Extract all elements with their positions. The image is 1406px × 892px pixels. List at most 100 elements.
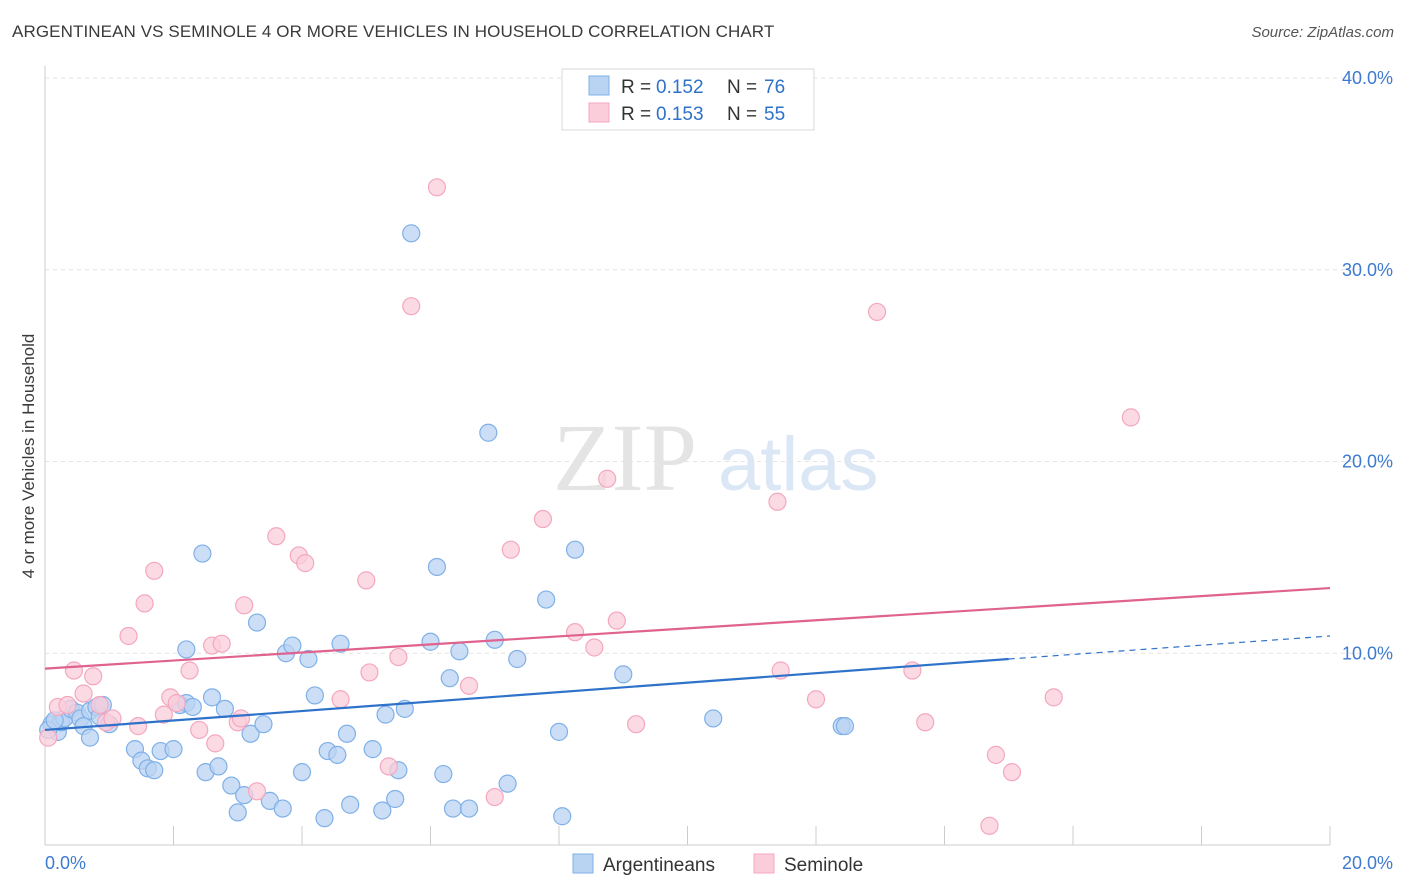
seminole-point — [129, 717, 148, 736]
seminole-point — [1121, 408, 1140, 427]
argentineans-point — [183, 697, 202, 717]
argentineans-point — [241, 724, 260, 743]
legend-swatch-seminole — [588, 102, 610, 123]
legend-r-value: 0.153 — [656, 104, 704, 125]
seminole-point — [379, 757, 398, 776]
argentineans-point — [402, 224, 421, 243]
y-axis-label: 4 or more Vehicles in Household — [19, 334, 38, 579]
seminole-point — [247, 782, 267, 801]
seminole-point — [607, 611, 626, 630]
argentineans-point — [283, 636, 302, 655]
seminole-point — [331, 690, 350, 709]
seminole-point — [360, 663, 379, 682]
seminole-point — [84, 667, 103, 686]
y-tick-label: 20.0% — [1342, 452, 1393, 472]
watermark-zip: ZIP — [553, 404, 697, 511]
legend-n-label: N = — [727, 104, 757, 125]
argentineans-point — [549, 722, 569, 741]
seminole-point — [212, 634, 231, 653]
seminole-point — [533, 509, 553, 529]
argentineans-point — [373, 801, 392, 820]
argentineans-point — [292, 763, 312, 782]
argentineans-point — [315, 809, 334, 828]
argentineans-point — [440, 669, 459, 688]
argentineans-point — [479, 423, 498, 442]
seminole-point — [986, 745, 1006, 764]
legend-r-label: R = — [621, 77, 651, 98]
argentineans-point — [835, 717, 855, 736]
argentineans-point — [450, 642, 469, 661]
argentineans-point — [177, 640, 196, 659]
axes — [44, 66, 1331, 846]
seminole-point — [154, 705, 173, 724]
trend-lines — [44, 586, 1331, 732]
argentineans-point — [427, 557, 447, 577]
seminole-point — [74, 684, 93, 703]
seminole-point — [90, 695, 109, 715]
argentineans-point — [553, 807, 572, 826]
y-tick-labels: 10.0% 20.0% 30.0% 40.0% — [1342, 68, 1393, 663]
argentineans-point — [421, 632, 440, 651]
seminole-point — [167, 694, 186, 713]
data-points — [39, 178, 1140, 835]
seminole-point — [768, 492, 787, 511]
seminole-point — [1044, 688, 1063, 707]
seminole-point — [916, 713, 935, 732]
seminole-point — [135, 594, 154, 613]
seminole-point — [119, 626, 138, 646]
grid-lines — [45, 77, 1365, 654]
legend-n-value: 76 — [764, 77, 785, 98]
seminole-point — [867, 302, 887, 322]
seminole-point — [806, 690, 826, 709]
argentineans-trend-extension — [1008, 635, 1331, 660]
argentineans-point — [228, 803, 247, 822]
bottom-legend-swatch-seminole — [753, 853, 775, 874]
seminole-point — [427, 178, 447, 197]
argentineans-point — [363, 740, 382, 759]
legend-n-label: N = — [727, 77, 757, 98]
seminole-point — [501, 540, 520, 559]
argentineans-point — [498, 774, 517, 793]
seminole-point — [565, 623, 585, 642]
y-tick-label: 10.0% — [1342, 643, 1393, 663]
argentineans-point — [386, 789, 405, 809]
bottom-legend-label-seminole: Seminole — [784, 855, 863, 876]
seminole-point — [296, 554, 315, 573]
seminole-point — [235, 596, 254, 615]
bottom-legend-swatch-argentineans — [572, 853, 594, 874]
argentineans-point — [254, 715, 273, 734]
argentineans-point — [145, 761, 164, 780]
seminole-point — [980, 816, 999, 835]
x-tick-label: 0.0% — [45, 853, 86, 873]
argentineans-point — [376, 705, 395, 724]
seminole-point — [485, 787, 504, 807]
seminole-point — [626, 715, 646, 734]
y-tick-label: 40.0% — [1342, 68, 1393, 88]
argentineans-trend-line — [44, 657, 1009, 732]
argentineans-point — [202, 688, 222, 707]
top-legend: R = 0.152 N = 76 R = 0.153 N = 55 — [561, 68, 815, 131]
watermark-atlas: atlas — [718, 422, 879, 507]
seminole-point — [64, 661, 84, 680]
legend-n-value: 55 — [764, 104, 785, 125]
legend-r-label: R = — [621, 104, 651, 125]
argentineans-point — [614, 665, 633, 684]
argentineans-point — [704, 709, 723, 728]
argentineans-point — [299, 649, 318, 669]
argentineans-point — [209, 757, 228, 776]
argentineans-point — [337, 724, 357, 743]
seminole-point — [103, 709, 122, 728]
argentineans-point — [193, 544, 212, 563]
seminole-point — [180, 661, 199, 680]
chart-title: ARGENTINEAN VS SEMINOLE 4 OR MORE VEHICL… — [12, 22, 775, 41]
x-tick-labels: 0.0% 20.0% — [45, 853, 1393, 873]
argentineans-point — [80, 728, 100, 747]
seminole-point — [357, 571, 376, 590]
argentineans-point — [305, 686, 324, 705]
argentineans-point — [565, 540, 585, 559]
argentineans-point — [164, 740, 183, 759]
bottom-legend-label-argentineans: Argentineans — [603, 855, 715, 876]
legend-swatch-argentineans — [588, 75, 610, 96]
argentineans-point — [328, 745, 347, 764]
